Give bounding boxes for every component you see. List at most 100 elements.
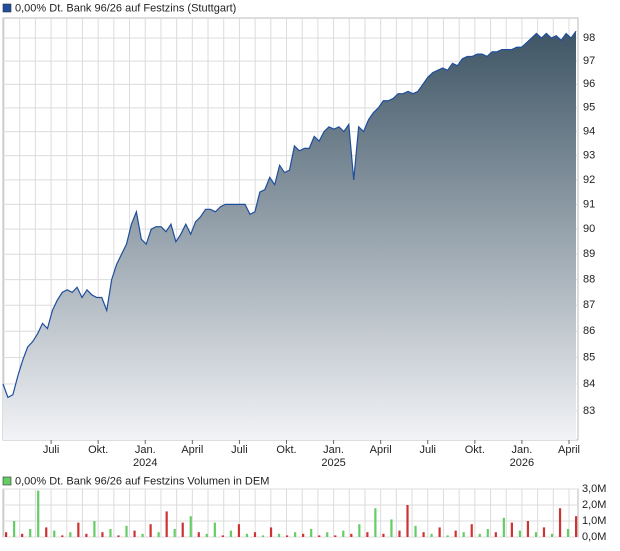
bar [213,522,216,537]
bar [109,529,112,537]
y-tick-label: 89 [583,248,595,260]
bar [422,532,425,537]
bar [438,527,441,537]
y-tick-label: 88 [583,274,595,286]
bar [398,530,401,537]
bar [558,508,562,537]
bar [117,535,120,537]
bar [205,533,208,537]
x-tick-label: Okt. [276,444,296,456]
bar [245,533,249,537]
bar [165,511,168,537]
y-tick-label: 94 [583,125,595,137]
y-tick-label: 96 [583,78,595,90]
bar [13,521,16,537]
y-tick-label: 87 [583,299,595,311]
y-tick-label: 95 [583,102,595,114]
bar [406,505,409,537]
bar [462,532,465,537]
bar [494,532,497,537]
x-tick-label: April [370,444,392,456]
bar [5,532,8,537]
legend-label: 0,00% Dt. Bank 96/26 auf Festzins (Stutt… [15,2,236,14]
bar [101,532,104,537]
y-tick-label: 2,0M [582,499,606,511]
y-tick-label: 93 [583,149,595,161]
x-year-label: 2024 [133,457,157,469]
area [3,31,576,440]
x-tick-label: Okt. [88,444,108,456]
bar [358,524,361,537]
bar [229,530,232,537]
y-tick-label: 3,0M [582,483,606,495]
bar [374,508,377,537]
bar [366,532,369,537]
y-tick-label: 98 [583,32,595,44]
bar [342,530,345,537]
bar [326,532,329,537]
bar [21,533,24,537]
bar [45,527,48,537]
x-tick-label: April [181,444,203,456]
bar [93,521,96,537]
y-tick-label: 83 [583,405,595,417]
bar [269,527,273,537]
legend-label: 0,00% Dt. Bank 96/26 auf Festzins Volume… [15,475,269,487]
bar [189,516,192,537]
bar [277,533,281,537]
bar [133,530,136,537]
bar [261,535,265,537]
bar [29,529,32,537]
bar [253,532,257,537]
x-year-label: 2025 [321,457,345,469]
bar [414,525,417,537]
bar [454,530,457,537]
x-tick-label: Jan. [512,444,533,456]
bar [486,529,489,537]
bar [37,490,40,537]
y-tick-label: 1,0M [582,515,606,527]
bar [157,532,160,537]
bar [566,529,570,537]
bar [510,522,513,537]
y-tick-label: 85 [583,351,595,363]
bar [430,533,433,537]
bar [61,535,64,537]
legend-swatch [2,476,12,486]
bar [125,525,128,537]
bar [302,533,305,537]
y-tick-label: 86 [583,325,595,337]
bar [502,517,505,537]
bar [141,533,144,537]
bar [542,527,546,537]
y-tick-label: 0,0M [582,531,606,543]
bar [294,532,297,537]
bar [85,533,88,537]
y-tick-label: 90 [583,223,595,235]
bar [478,533,481,537]
bar [534,532,538,537]
bar [69,532,72,537]
bar [334,535,337,537]
y-tick-label: 92 [583,174,595,186]
bar [518,530,522,537]
bar [382,533,385,537]
bar [181,522,184,537]
bar [285,535,289,537]
x-tick-label: Jan. [135,444,156,456]
bar [446,535,449,537]
x-tick-label: Juli [43,444,60,456]
x-tick-label: Juli [231,444,248,456]
y-tick-label: 84 [583,378,595,390]
bar [221,535,224,537]
bar [318,535,321,537]
bar [550,533,554,537]
bar [575,516,578,537]
line [2,30,577,399]
bar [173,529,176,537]
x-tick-label: April [558,444,580,456]
x-tick-label: Okt. [465,444,485,456]
bar [77,522,80,537]
y-tick-label: 97 [583,55,595,67]
